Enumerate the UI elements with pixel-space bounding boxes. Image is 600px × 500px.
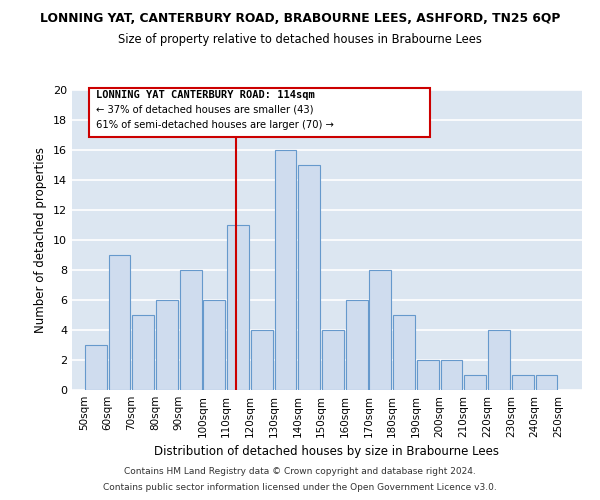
- Bar: [156, 300, 178, 390]
- Bar: [179, 270, 202, 390]
- Bar: [346, 300, 368, 390]
- Bar: [251, 330, 272, 390]
- Y-axis label: Number of detached properties: Number of detached properties: [34, 147, 47, 333]
- Bar: [298, 165, 320, 390]
- FancyBboxPatch shape: [89, 88, 430, 137]
- Text: ← 37% of detached houses are smaller (43): ← 37% of detached houses are smaller (43…: [96, 105, 313, 115]
- Text: LONNING YAT CANTERBURY ROAD: 114sqm: LONNING YAT CANTERBURY ROAD: 114sqm: [96, 90, 314, 100]
- Bar: [393, 315, 415, 390]
- Bar: [322, 330, 344, 390]
- Bar: [536, 375, 557, 390]
- Bar: [512, 375, 533, 390]
- Bar: [85, 345, 107, 390]
- Bar: [203, 300, 225, 390]
- X-axis label: Distribution of detached houses by size in Brabourne Lees: Distribution of detached houses by size …: [155, 445, 499, 458]
- Text: 61% of semi-detached houses are larger (70) →: 61% of semi-detached houses are larger (…: [96, 120, 334, 130]
- Text: Contains HM Land Registry data © Crown copyright and database right 2024.: Contains HM Land Registry data © Crown c…: [124, 467, 476, 476]
- Bar: [464, 375, 486, 390]
- Bar: [370, 270, 391, 390]
- Bar: [132, 315, 154, 390]
- Bar: [440, 360, 463, 390]
- Bar: [488, 330, 510, 390]
- Bar: [227, 225, 249, 390]
- Bar: [417, 360, 439, 390]
- Text: LONNING YAT, CANTERBURY ROAD, BRABOURNE LEES, ASHFORD, TN25 6QP: LONNING YAT, CANTERBURY ROAD, BRABOURNE …: [40, 12, 560, 26]
- Text: Contains public sector information licensed under the Open Government Licence v3: Contains public sector information licen…: [103, 484, 497, 492]
- Text: Size of property relative to detached houses in Brabourne Lees: Size of property relative to detached ho…: [118, 32, 482, 46]
- Bar: [109, 255, 130, 390]
- Bar: [275, 150, 296, 390]
